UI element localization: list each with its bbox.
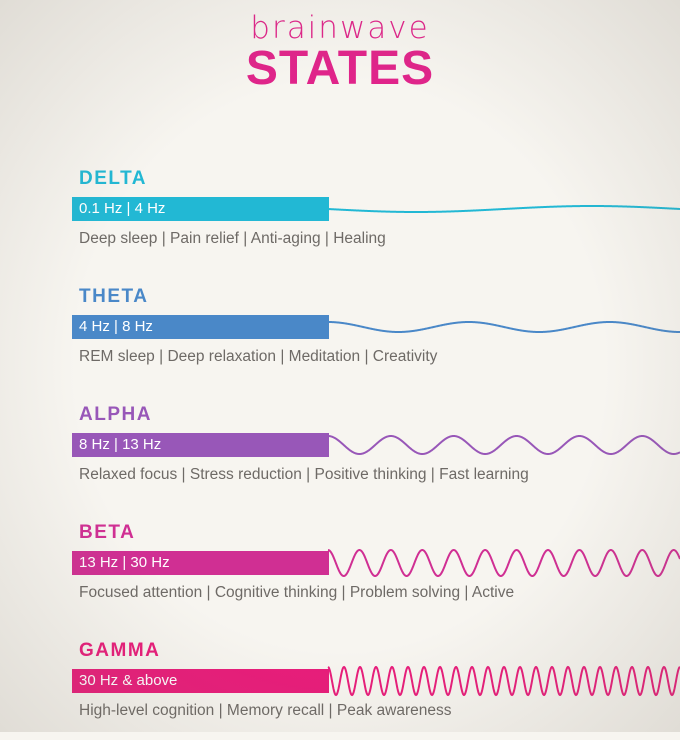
state-gamma: GAMMA 30 Hz & above High-level cognition… [0,640,680,740]
frequency-bar: 30 Hz & above [72,669,329,693]
state-delta: DELTA 0.1 Hz | 4 Hz Deep sleep | Pain re… [0,168,680,268]
state-description: REM sleep | Deep relaxation | Meditation… [79,348,438,365]
state-name: BETA [79,522,136,543]
state-description: Focused attention | Cognitive thinking |… [79,584,515,601]
state-theta: THETA 4 Hz | 8 Hz REM sleep | Deep relax… [0,286,680,386]
title-main: STATES [245,42,435,95]
wave-line [327,548,680,578]
frequency-bar: 8 Hz | 13 Hz [72,433,329,457]
state-name: DELTA [79,168,148,189]
state-name: THETA [79,286,149,307]
state-name: GAMMA [79,640,161,661]
state-description: Deep sleep | Pain relief | Anti-aging | … [79,230,386,247]
state-name: ALPHA [79,404,152,425]
state-description: Relaxed focus | Stress reduction | Posit… [79,466,529,483]
frequency-bar: 0.1 Hz | 4 Hz [72,197,329,221]
wave-line [327,434,680,455]
state-beta: BETA 13 Hz | 30 Hz Focused attention | C… [0,522,680,622]
wave-line [328,321,680,333]
frequency-bar: 13 Hz | 30 Hz [72,551,329,575]
wave-line [327,205,680,213]
state-alpha: ALPHA 8 Hz | 13 Hz Relaxed focus | Stres… [0,404,680,504]
frequency-bar: 4 Hz | 8 Hz [72,315,329,339]
title-top: brainwave [250,10,430,46]
state-description: High-level cognition | Memory recall | P… [79,702,452,719]
wave-line [327,665,680,697]
header: brainwave STATES [0,10,680,94]
